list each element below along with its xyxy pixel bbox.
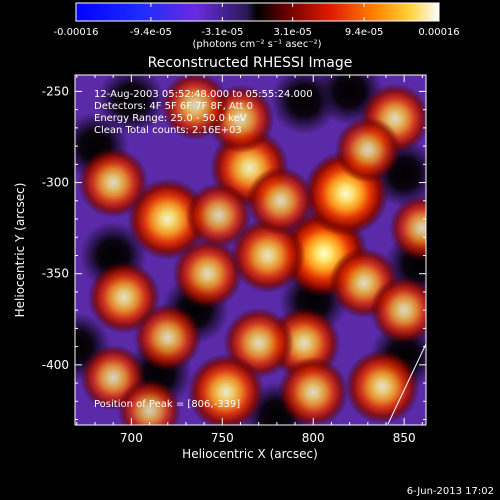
emission-blob xyxy=(344,349,420,425)
info-line: Detectors: 4F 5F 6F 7F 8F, Att 0 xyxy=(94,101,253,112)
emission-blob xyxy=(278,356,349,425)
colorbar-ticks xyxy=(75,3,440,21)
colorbar-tick-label: 3.1e-05 xyxy=(273,27,311,38)
solar-limb-line xyxy=(387,343,426,425)
emission-blob xyxy=(246,166,315,235)
emission-blob xyxy=(185,182,252,249)
x-tick-label: 850 xyxy=(393,431,416,445)
emission-blob xyxy=(127,178,209,260)
info-line: Clean Total counts: 2.16E+03 xyxy=(94,125,242,136)
colorbar-tick-labels: -0.00016 -9.4e-05 -3.1e-05 3.1e-05 9.4e-05 0.… xyxy=(54,27,460,38)
emission-blob xyxy=(389,195,426,262)
y-axis-ticks: -250 -300 -350 -400 xyxy=(42,84,426,421)
peak-position-label: Position of Peak = [806,-339] xyxy=(94,399,240,410)
x-axis-ticks: 700 750 800 850 xyxy=(76,75,423,445)
observation-info: 12-Aug-2003 05:52:48.000 to 05:55:24.000… xyxy=(94,89,313,136)
y-axis-label: Heliocentric Y (arcsec) xyxy=(13,183,27,318)
emission-blob xyxy=(334,116,401,183)
emission-blob xyxy=(117,378,182,425)
emission-blob xyxy=(160,75,230,141)
colorbar: -0.00016 -9.4e-05 -3.1e-05 3.1e-05 9.4e-05 0.… xyxy=(54,2,460,50)
colorbar-frame xyxy=(75,2,440,22)
emission-blob xyxy=(133,303,202,372)
colorbar-tick-label: 0.00016 xyxy=(418,27,459,38)
plot-frame xyxy=(74,74,427,426)
y-tick-label: -250 xyxy=(42,84,69,98)
colorbar-tick-label: 9.4e-05 xyxy=(345,27,383,38)
x-tick-label: 800 xyxy=(302,431,325,445)
colorbar-tick-label: -3.1e-05 xyxy=(201,27,243,38)
colorbar-tick-label: -0.00016 xyxy=(54,27,99,38)
info-line: 12-Aug-2003 05:52:48.000 to 05:55:24.000 xyxy=(94,89,313,100)
footer-date: 6-Jun-2013 17:02 xyxy=(407,486,494,497)
y-tick-label: -400 xyxy=(42,358,69,372)
high-intensity-regions xyxy=(77,75,426,425)
y-tick-label: -300 xyxy=(42,176,69,190)
x-tick-label: 750 xyxy=(211,431,234,445)
heatmap-image xyxy=(75,75,426,425)
emission-blob xyxy=(187,353,265,425)
colorbar-unit-label: (photons cm⁻² s⁻¹ asec⁻²) xyxy=(192,39,321,50)
info-line: Energy Range: 25.0 - 50.0 keV xyxy=(94,113,247,124)
emission-blob xyxy=(370,276,426,345)
x-axis-label: Heliocentric X (arcsec) xyxy=(182,447,318,461)
emission-blob xyxy=(230,218,306,293)
chart-title: Reconstructed RHESSI Image xyxy=(148,55,353,71)
emission-blob xyxy=(172,238,243,309)
emission-blob xyxy=(77,147,149,218)
y-tick-label: -350 xyxy=(42,267,69,281)
colorbar-gradient xyxy=(76,3,439,21)
x-tick-label: 700 xyxy=(120,431,143,445)
colorbar-tick-label: -9.4e-05 xyxy=(130,27,172,38)
